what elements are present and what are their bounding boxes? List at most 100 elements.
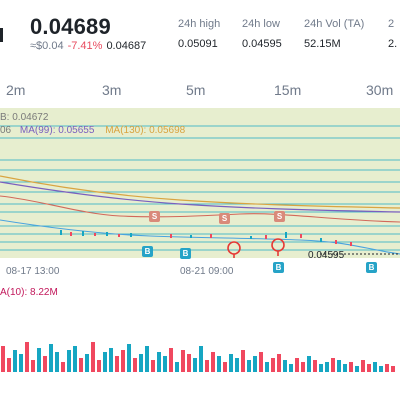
volume-bar: [67, 350, 71, 372]
volume-bar: [259, 352, 263, 372]
volume-bar: [277, 354, 281, 372]
pin-marker-icon[interactable]: [271, 238, 285, 256]
sell-marker-icon[interactable]: S: [149, 211, 160, 222]
volume-bar: [241, 350, 245, 372]
volume-bar: [49, 344, 53, 372]
sell-marker-icon[interactable]: S: [219, 213, 230, 224]
change-percent: -7.41%: [67, 40, 103, 52]
volume-bar: [187, 354, 191, 372]
last-price-label: 0.04595: [308, 250, 345, 261]
sell-marker-icon[interactable]: S: [274, 211, 285, 222]
volume-bar: [247, 360, 251, 372]
volume-chart[interactable]: [0, 300, 400, 372]
price-chart-svg: [0, 125, 400, 258]
volume-bar: [157, 352, 161, 372]
price-subline: ≈$0.04 -7.41% 0.04687: [30, 40, 146, 52]
tab-interval-30m[interactable]: 30m: [366, 82, 394, 98]
ma-130-line: [0, 175, 400, 209]
volume-bar: [139, 354, 143, 372]
volume-bar: [169, 348, 173, 372]
volume-bar: [73, 346, 77, 372]
volume-bar: [361, 360, 365, 372]
volume-bar: [43, 356, 47, 372]
buy-marker-icon[interactable]: B: [180, 248, 191, 259]
x-axis-label: 08-17 13:00: [6, 266, 60, 277]
volume-bar: [79, 358, 83, 372]
volume-bar: [103, 352, 107, 372]
volume-bar: [223, 362, 227, 372]
buy-marker-icon[interactable]: B: [142, 246, 153, 257]
stat-value: 2.: [388, 38, 398, 50]
volume-bar: [121, 350, 125, 372]
tab-interval-15m[interactable]: 15m: [274, 82, 302, 98]
volume-bar: [331, 358, 335, 372]
stat-value: 52.15M: [304, 38, 341, 50]
stat-label: 24h high: [178, 18, 221, 30]
tab-interval-2m[interactable]: 2m: [6, 82, 26, 98]
volume-bar: [319, 364, 323, 372]
volume-bar: [271, 358, 275, 372]
volume-bar: [133, 358, 137, 372]
volume-bar: [349, 362, 353, 372]
usd-price: ≈$0.04: [30, 40, 64, 52]
volume-bar: [19, 354, 23, 372]
volume-bar: [313, 360, 317, 372]
ma-fast-line: [0, 219, 400, 255]
volume-bar: [235, 358, 239, 372]
ma-99-line: [0, 181, 400, 213]
chart-legend-ma: 06 MA(99): 0.05655 MA(130): 0.05698: [0, 125, 185, 136]
volume-bar: [13, 350, 17, 372]
volume-bar: [301, 362, 305, 372]
volume-bar: [97, 360, 101, 372]
volume-legend: A(10): 8.22M: [0, 287, 58, 298]
price-chart[interactable]: [0, 108, 400, 258]
volume-bar: [115, 356, 119, 372]
volume-bar: [211, 352, 215, 372]
volume-bar: [265, 362, 269, 372]
volume-bar: [283, 360, 287, 372]
ticker-header: 0.04689 ≈$0.04 -7.41% 0.04687 24h high 0.0…: [0, 0, 400, 68]
volume-bar: [343, 364, 347, 372]
volume-bar: [109, 348, 113, 372]
volume-bar: [145, 346, 149, 372]
last-price: 0.04689: [30, 14, 111, 39]
buy-marker-icon[interactable]: B: [366, 262, 377, 273]
volume-bar: [385, 364, 389, 372]
volume-bars-svg: [1, 342, 395, 372]
volume-bar: [391, 366, 395, 372]
stat-truncated: 2 2.: [388, 18, 397, 50]
volume-bar: [61, 362, 65, 372]
stat-label: 24h Vol (TA): [304, 18, 365, 30]
volume-bar: [7, 358, 11, 372]
reference-price: 0.04687: [106, 40, 147, 52]
stat-value: 0.05091: [178, 38, 218, 50]
volume-bar: [91, 342, 95, 372]
stat-label: 2: [388, 18, 395, 30]
volume-bar: [217, 356, 221, 372]
volume-bar: [337, 360, 341, 372]
volume-bar: [253, 356, 257, 372]
pin-marker-icon[interactable]: [227, 241, 241, 258]
volume-bar: [25, 342, 29, 372]
stat-24h-low: 24h low 0.04595: [242, 18, 282, 50]
tab-interval-5m[interactable]: 5m: [186, 82, 206, 98]
volume-bar: [175, 362, 179, 372]
candles: [60, 230, 352, 246]
volume-bar: [307, 356, 311, 372]
stat-24h-volume: 24h Vol (TA) 52.15M: [304, 18, 364, 50]
buy-marker-icon[interactable]: B: [273, 262, 284, 273]
interval-tabs: 2m 3m 5m 15m 30m: [0, 80, 400, 102]
legend-prefix: 06: [0, 125, 12, 136]
legend-ma-99: MA(99): 0.05655: [19, 125, 95, 136]
volume-bar: [355, 366, 359, 372]
volume-bar: [289, 364, 293, 372]
tab-interval-3m[interactable]: 3m: [102, 82, 122, 98]
volume-bar: [31, 360, 35, 372]
volume-bar: [205, 360, 209, 372]
volume-bar: [55, 352, 59, 372]
volume-bar: [229, 354, 233, 372]
x-axis-label: 08-21 09:00: [180, 266, 234, 277]
volume-bar: [367, 364, 371, 372]
chart-legend-top: B: 0.04672: [0, 112, 48, 123]
volume-bar: [295, 358, 299, 372]
